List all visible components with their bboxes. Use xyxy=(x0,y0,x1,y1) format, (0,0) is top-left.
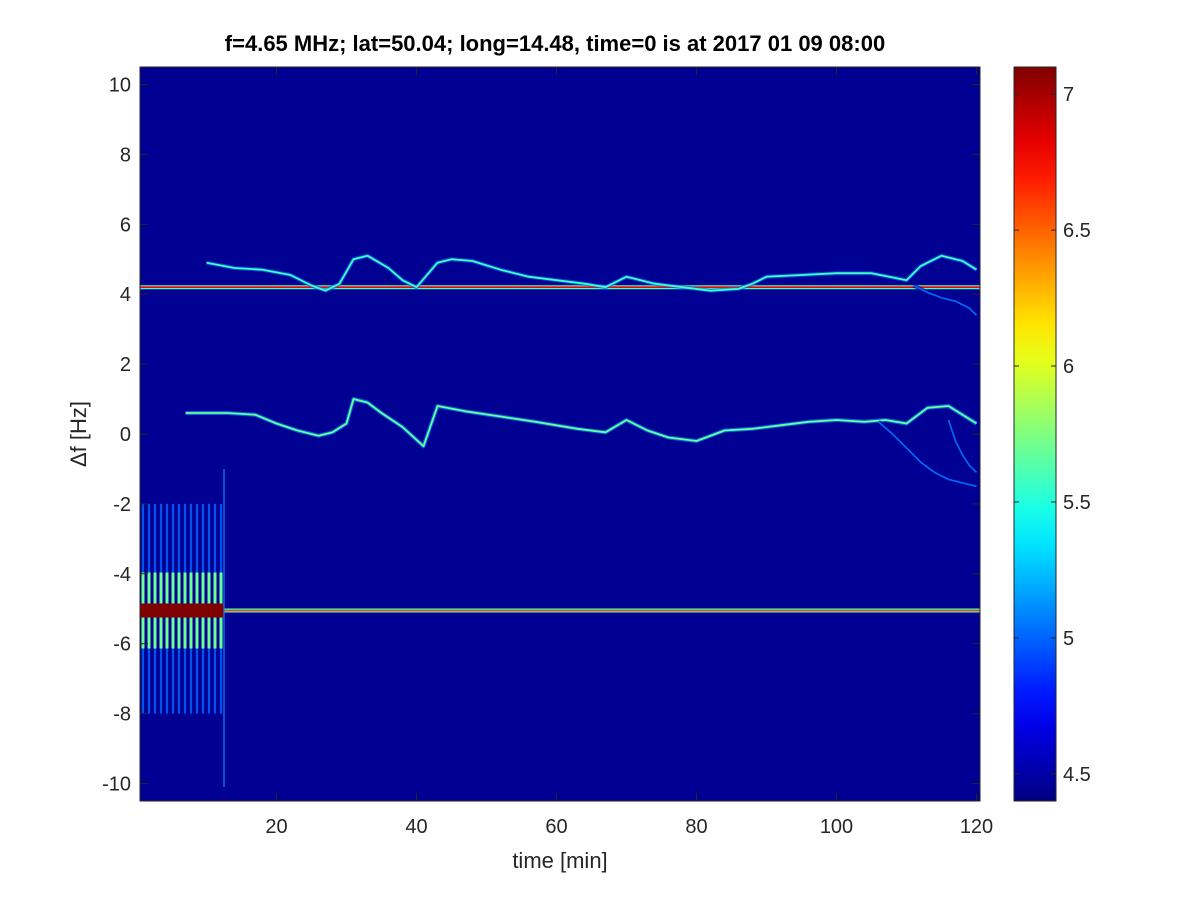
plot-background xyxy=(140,67,980,801)
x-tick-label: 100 xyxy=(820,816,853,838)
y-tick-label: -8 xyxy=(113,704,131,726)
y-axis: -10 -8 -6 -4 -2 0 2 4 6 8 10 xyxy=(102,74,980,796)
y-tick-label: 8 xyxy=(120,144,131,166)
x-tick-label: 120 xyxy=(960,816,993,838)
x-tick-label: 40 xyxy=(405,816,427,838)
colorbar-tick-label: 7 xyxy=(1063,84,1074,106)
y-tick-label: 2 xyxy=(120,354,131,376)
y-axis-label: Δf [Hz] xyxy=(66,401,91,467)
y-tick-label: -4 xyxy=(113,564,131,586)
colorbar-tick-label: 6.5 xyxy=(1063,220,1091,242)
colorbar-tick-label: 6 xyxy=(1063,356,1074,378)
burst-band xyxy=(140,603,224,618)
data-marks xyxy=(140,253,980,788)
trace-line xyxy=(185,398,977,448)
y-tick-label: 10 xyxy=(109,74,131,96)
colorbar-ticks: 4.5 5 5.5 6 6.5 7 xyxy=(1014,84,1091,786)
y-tick-label: -6 xyxy=(113,634,131,656)
y-tick-label: 6 xyxy=(120,214,131,236)
x-tick-label: 80 xyxy=(685,816,707,838)
trace-line xyxy=(947,419,978,474)
trace-line xyxy=(877,421,977,488)
y-tick-label: 0 xyxy=(120,424,131,446)
x-axis: 20 40 60 80 100 120 xyxy=(265,67,993,838)
colorbar-frame xyxy=(1013,66,1057,802)
colorbar: 4.5 5 5.5 6 6.5 7 xyxy=(1013,66,1091,802)
colorbar-gradient xyxy=(1014,67,1056,801)
x-tick-label: 60 xyxy=(545,816,567,838)
colorbar-tick-label: 4.5 xyxy=(1063,764,1091,786)
chart-title: f=4.65 MHz; lat=50.04; long=14.48, time=… xyxy=(225,31,885,56)
colorbar-tick-label: 5 xyxy=(1063,628,1074,650)
y-tick-label: 4 xyxy=(120,284,131,306)
x-axis-label: time [min] xyxy=(512,848,607,873)
trace-line xyxy=(206,254,977,292)
x-tick-label: 20 xyxy=(265,816,287,838)
plot-area xyxy=(139,66,981,802)
trace-line xyxy=(913,284,978,316)
colorbar-tick-label: 5.5 xyxy=(1063,492,1091,514)
y-tick-label: -2 xyxy=(113,494,131,516)
y-tick-label: -10 xyxy=(102,774,131,796)
